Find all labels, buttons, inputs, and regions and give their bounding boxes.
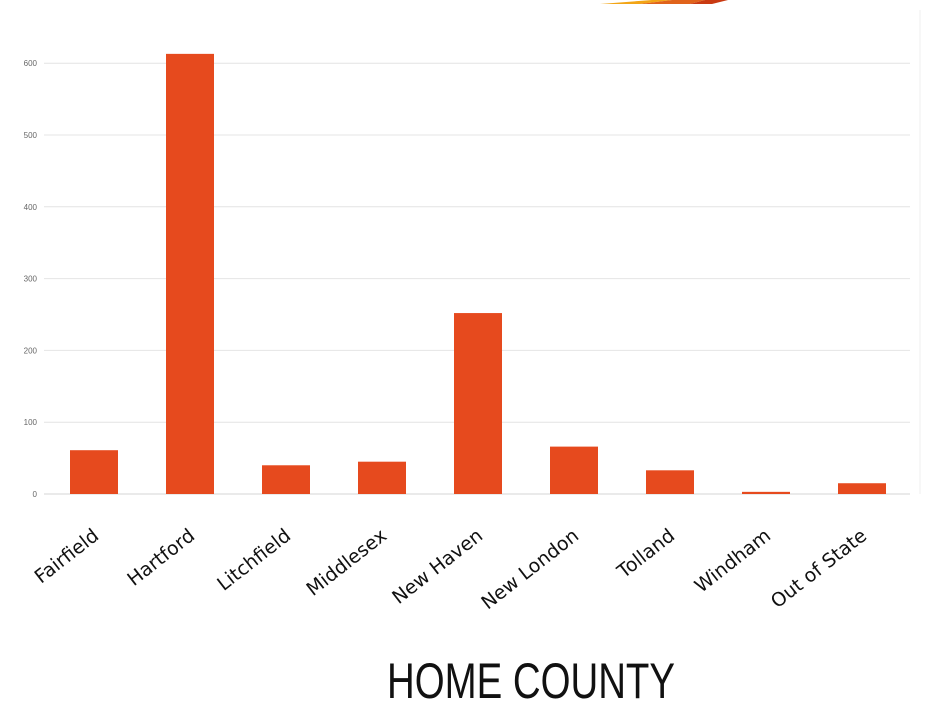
corner-shape: [600, 0, 672, 4]
bar: [358, 461, 406, 494]
bar: [454, 313, 502, 494]
corner-shape: [690, 0, 728, 4]
x-axis-labels: Fairfield Hartford Litchfield MiddlesexNew …: [30, 525, 871, 614]
bar: [166, 53, 214, 495]
y-tick-label: 300: [24, 275, 38, 284]
y-tick-label: 500: [24, 131, 38, 140]
y-tick-label: 0: [33, 490, 38, 499]
bar: [838, 483, 886, 494]
x-tick-label: Litchfield: [213, 525, 295, 596]
x-tick-label: Fairfield: [30, 525, 103, 588]
x-tick-label: Hartford: [123, 525, 199, 591]
x-tick-label: Middlesex: [302, 525, 391, 601]
bar: [262, 465, 310, 494]
x-tick-label: New Haven: [388, 525, 487, 609]
x-tick-label: Tolland: [612, 525, 679, 584]
bar: [646, 470, 694, 494]
corner-decoration: [600, 0, 728, 4]
y-tick-label: 600: [24, 59, 38, 68]
x-axis-title: HOME COUNTY: [387, 653, 675, 706]
bars: [70, 53, 886, 495]
bar: [742, 491, 790, 494]
y-tick-label: 100: [24, 418, 38, 427]
x-tick-label: New London: [477, 525, 583, 614]
y-tick-label: 400: [24, 203, 38, 212]
corner-shape: [640, 0, 705, 4]
bar: [70, 450, 118, 494]
x-tick-label: Out of State: [767, 525, 871, 613]
bar: [550, 446, 598, 494]
y-tick-label: 200: [24, 346, 38, 355]
x-tick-label: Windham: [691, 525, 775, 598]
y-axis-ticks: 0 100 200 300 400 500 600: [24, 59, 38, 499]
